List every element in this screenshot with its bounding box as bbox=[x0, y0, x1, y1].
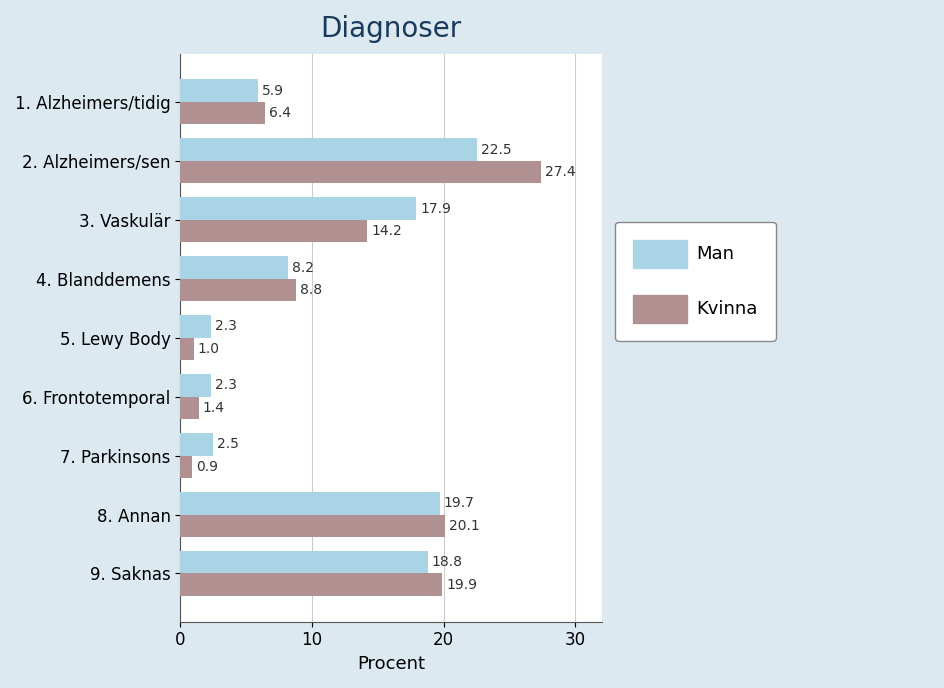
Bar bbox=[180, 102, 264, 125]
Bar bbox=[180, 455, 193, 478]
Text: 22.5: 22.5 bbox=[480, 142, 511, 157]
Bar bbox=[180, 138, 476, 161]
Text: 2.3: 2.3 bbox=[214, 378, 236, 392]
Text: 2.5: 2.5 bbox=[217, 438, 239, 451]
Text: 18.8: 18.8 bbox=[431, 555, 463, 569]
Text: 19.9: 19.9 bbox=[446, 578, 477, 592]
Bar bbox=[180, 574, 442, 596]
Text: 8.8: 8.8 bbox=[300, 283, 322, 297]
X-axis label: Procent: Procent bbox=[357, 655, 425, 673]
Text: 17.9: 17.9 bbox=[420, 202, 450, 215]
Bar bbox=[180, 315, 211, 338]
Bar bbox=[180, 257, 288, 279]
Text: 2.3: 2.3 bbox=[214, 319, 236, 334]
Text: 1.0: 1.0 bbox=[197, 342, 219, 356]
Text: 5.9: 5.9 bbox=[261, 84, 284, 98]
Bar bbox=[180, 551, 428, 574]
Text: 8.2: 8.2 bbox=[292, 261, 314, 275]
Bar bbox=[180, 279, 296, 301]
Bar bbox=[180, 338, 194, 360]
Title: Diagnoser: Diagnoser bbox=[320, 15, 462, 43]
Bar bbox=[180, 197, 415, 219]
Bar bbox=[180, 80, 258, 102]
Bar bbox=[180, 433, 213, 455]
Legend: Man, Kvinna: Man, Kvinna bbox=[615, 222, 775, 341]
Bar bbox=[180, 492, 439, 515]
Bar bbox=[180, 161, 541, 183]
Text: 14.2: 14.2 bbox=[371, 224, 402, 238]
Bar bbox=[180, 397, 198, 419]
Text: 19.7: 19.7 bbox=[444, 496, 474, 510]
Text: 20.1: 20.1 bbox=[448, 519, 480, 533]
Text: 6.4: 6.4 bbox=[268, 106, 291, 120]
Text: 1.4: 1.4 bbox=[203, 401, 225, 415]
Bar bbox=[180, 219, 367, 242]
Text: 0.9: 0.9 bbox=[196, 460, 218, 474]
Text: 27.4: 27.4 bbox=[545, 165, 575, 179]
Bar bbox=[180, 374, 211, 397]
Bar bbox=[180, 515, 445, 537]
